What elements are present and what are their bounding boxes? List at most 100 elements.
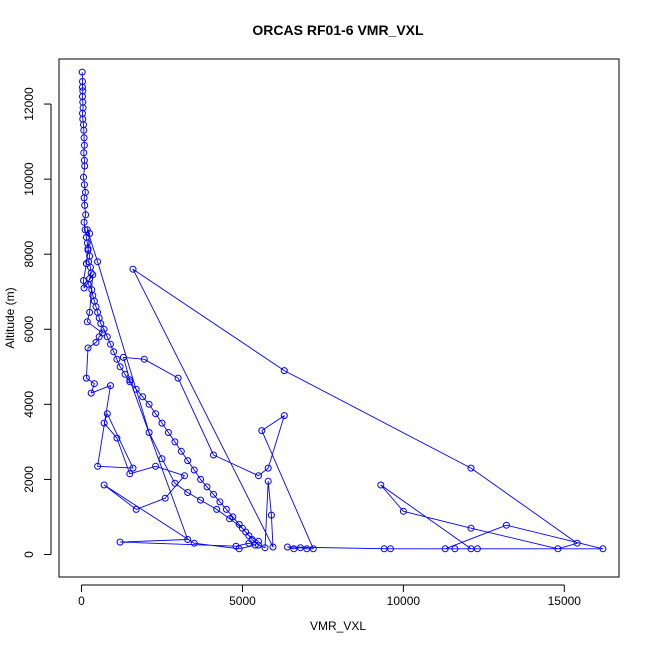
- data-point: [86, 230, 94, 237]
- x-axis: 0 5000 10000 15000: [78, 584, 581, 608]
- data-point: [113, 355, 121, 363]
- data-point: [213, 505, 221, 513]
- data-point: [126, 470, 134, 478]
- data-point: [399, 507, 407, 515]
- data-point: [80, 218, 88, 226]
- y-tick-label: 8000: [22, 241, 36, 268]
- data-point: [387, 545, 394, 553]
- data-point: [103, 333, 111, 341]
- data-point: [116, 538, 124, 546]
- data-point: [216, 498, 224, 506]
- data-point: [190, 539, 198, 547]
- data-point: [573, 539, 581, 547]
- data-point: [264, 464, 272, 472]
- data-point: [197, 496, 205, 504]
- data-point: [269, 543, 277, 551]
- y-axis: 0 2000 4000 6000 8000 10000 12000: [22, 87, 52, 558]
- data-point: [94, 258, 102, 266]
- data-point: [158, 419, 166, 427]
- y-tick-label: 0: [22, 551, 36, 558]
- data-point: [197, 475, 205, 483]
- data-point: [80, 173, 87, 181]
- data-point: [255, 472, 262, 480]
- data-point: [80, 126, 88, 134]
- y-tick-label: 2000: [22, 466, 36, 493]
- data-point: [222, 505, 230, 513]
- data-point: [116, 363, 124, 371]
- y-axis-label: Altitude (m): [3, 287, 17, 348]
- data-point: [280, 367, 288, 375]
- data-point: [82, 211, 90, 219]
- data-point: [264, 477, 272, 485]
- data-point: [203, 483, 211, 491]
- y-tick-label: 6000: [22, 316, 36, 343]
- data-point: [226, 515, 234, 523]
- data-point: [80, 284, 88, 292]
- data-point: [309, 545, 317, 553]
- data-point: [145, 400, 153, 408]
- data-point: [235, 545, 243, 553]
- data-point: [181, 472, 188, 480]
- data-point: [81, 201, 89, 209]
- data-point: [467, 524, 475, 532]
- data-point: [280, 412, 288, 420]
- data-point: [84, 246, 92, 254]
- data-point: [258, 427, 266, 435]
- data-point: [82, 374, 90, 382]
- data-point: [121, 370, 129, 378]
- series-points: [78, 68, 607, 553]
- data-point: [145, 429, 153, 436]
- data-point: [467, 464, 475, 472]
- data-point: [164, 429, 172, 436]
- data-point: [554, 545, 562, 553]
- data-point: [80, 194, 88, 202]
- data-point: [132, 505, 140, 513]
- data-point: [238, 524, 246, 532]
- data-point: [80, 149, 88, 157]
- data-point: [132, 385, 140, 393]
- data-point: [255, 537, 262, 545]
- data-point: [158, 455, 166, 463]
- data-point: [210, 451, 217, 459]
- plot-box: [58, 58, 620, 578]
- data-point: [97, 320, 105, 328]
- data-point: [129, 265, 137, 273]
- data-point: [190, 466, 198, 474]
- data-point: [82, 260, 90, 268]
- data-point: [184, 489, 192, 496]
- x-tick-label: 0: [78, 594, 85, 608]
- data-point: [84, 344, 92, 352]
- data-point: [377, 481, 385, 489]
- data-point: [113, 434, 121, 442]
- data-point: [296, 544, 304, 552]
- data-point: [184, 536, 192, 543]
- data-point: [245, 539, 253, 547]
- data-point: [100, 481, 108, 489]
- data-point: [100, 419, 108, 427]
- data-point: [107, 382, 114, 390]
- data-point: [441, 545, 449, 553]
- data-point: [110, 348, 118, 356]
- data-point: [267, 511, 275, 519]
- y-tick-label: 10000: [22, 162, 36, 196]
- data-point: [80, 277, 87, 284]
- chart-title: ORCAS RF01-6 VMR_VXL: [252, 22, 424, 38]
- data-point: [473, 545, 481, 553]
- data-point: [174, 374, 182, 382]
- data-point: [284, 543, 291, 551]
- data-point: [107, 340, 114, 348]
- data-point: [81, 226, 89, 234]
- data-point: [161, 494, 169, 502]
- data-point: [80, 141, 88, 149]
- y-tick-label: 12000: [22, 87, 36, 121]
- data-point: [152, 410, 160, 418]
- data-point: [171, 479, 179, 487]
- x-tick-label: 5000: [229, 594, 256, 608]
- data-point: [78, 68, 86, 76]
- data-point: [290, 545, 298, 553]
- data-point: [90, 380, 98, 388]
- data-point: [83, 318, 91, 326]
- data-point: [261, 544, 269, 552]
